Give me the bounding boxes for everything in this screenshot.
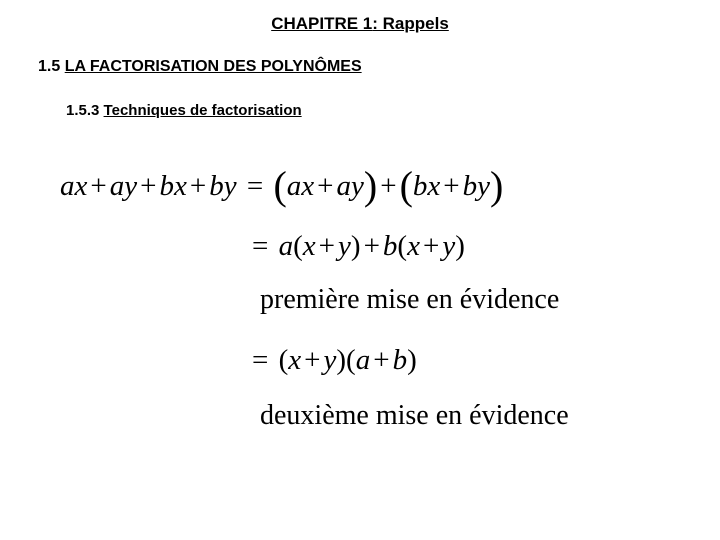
group1: x+y <box>303 230 351 262</box>
rparen: ) <box>490 163 503 208</box>
equation-line-1: ax+ay+bx+by = (ax+ay)+(bx+by) <box>60 158 503 205</box>
chapter-title: CHAPITRE 1: Rappels <box>0 14 720 34</box>
group1: x+y <box>288 344 336 376</box>
note-first-evidence: première mise en évidence <box>260 284 559 316</box>
group2: x+y <box>407 230 455 262</box>
rparen: ) <box>364 163 377 208</box>
group-a: ax+ay <box>287 170 364 202</box>
chapter-label: CHAPITRE 1 <box>271 14 372 33</box>
chapter-suffix: : Rappels <box>372 14 449 33</box>
subsection-number: 1.5.3 <box>66 102 99 119</box>
equals: = <box>249 230 271 262</box>
factor-b: b <box>383 230 398 262</box>
group-b: bx+by <box>413 170 490 202</box>
plus: + <box>377 170 399 202</box>
plus: + <box>361 230 383 262</box>
note-second-evidence: deuxième mise en évidence <box>260 400 569 432</box>
section-label: LA FACTORISATION DES POLYNÔMES <box>65 58 362 75</box>
section-title: 1.5 LA FACTORISATION DES POLYNÔMES <box>38 58 362 76</box>
subsection-title: 1.5.3 Techniques de factorisation <box>66 102 302 119</box>
factor-a: a <box>279 230 294 262</box>
equation-line-3: = (x+y)(a+b) <box>60 344 417 377</box>
lparen: ( <box>400 163 413 208</box>
equals: = <box>249 344 271 376</box>
lhs: ax+ay+bx+by <box>60 170 237 202</box>
equals: = <box>244 170 266 202</box>
section-number: 1.5 <box>38 58 60 75</box>
lparen: ( <box>273 163 286 208</box>
group2: a+b <box>356 344 407 376</box>
subsection-label: Techniques de factorisation <box>104 102 302 119</box>
equation-line-2: = a(x+y)+b(x+y) <box>60 230 465 263</box>
